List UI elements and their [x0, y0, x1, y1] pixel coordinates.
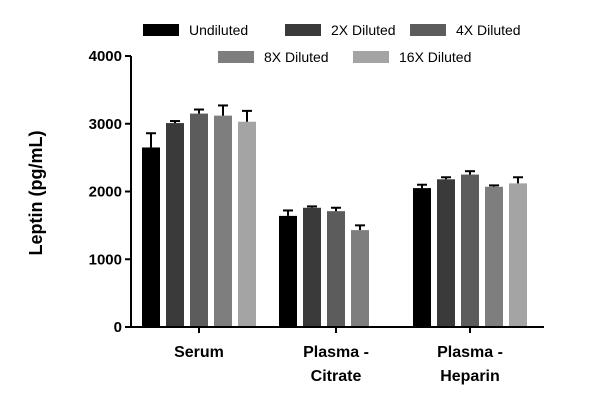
- bar: [142, 147, 160, 327]
- x-tick-label: Plasma -: [303, 344, 369, 361]
- y-tick-label: 0: [114, 319, 122, 336]
- y-axis: 0 1000 2000 3000 4000: [89, 48, 132, 336]
- y-tick-label: 4000: [89, 48, 122, 65]
- legend-swatch: [285, 24, 321, 36]
- bar: [437, 179, 455, 327]
- bar: [413, 188, 431, 327]
- legend-label: Undiluted: [189, 22, 248, 38]
- legend-label: 8X Diluted: [264, 49, 329, 65]
- x-tick-label: Plasma -: [437, 344, 503, 361]
- legend-swatch: [410, 24, 446, 36]
- bar: [190, 113, 208, 328]
- legend: Undiluted 2X Diluted 4X Diluted 8X Diluted 1…: [143, 22, 521, 65]
- bar: [238, 121, 256, 327]
- bar: [214, 115, 232, 328]
- y-axis-title: Leptin (pg/mL): [26, 131, 46, 256]
- bar: [351, 230, 369, 327]
- legend-swatch: [353, 51, 389, 63]
- bar: [509, 183, 527, 327]
- bar: [279, 215, 297, 327]
- legend-label: 16X Diluted: [399, 49, 471, 65]
- y-tick-label: 1000: [89, 251, 122, 268]
- x-tick-label-line2: Heparin: [440, 368, 500, 385]
- bar: [485, 186, 503, 327]
- bar: [303, 207, 321, 327]
- legend-swatch: [218, 51, 254, 63]
- bar: [461, 174, 479, 327]
- x-axis: Serum Plasma - Citrate Plasma - Heparin: [131, 326, 544, 385]
- legend-swatch: [143, 24, 179, 36]
- legend-label: 4X Diluted: [456, 22, 521, 38]
- plot-area: [142, 104, 527, 328]
- bar: [166, 123, 184, 327]
- bar: [327, 211, 345, 327]
- legend-label: 2X Diluted: [331, 22, 396, 38]
- y-tick-label: 3000: [89, 116, 122, 133]
- x-tick-label-line2: Citrate: [311, 368, 362, 385]
- y-tick-label: 2000: [89, 184, 122, 201]
- x-tick-label: Serum: [174, 344, 224, 361]
